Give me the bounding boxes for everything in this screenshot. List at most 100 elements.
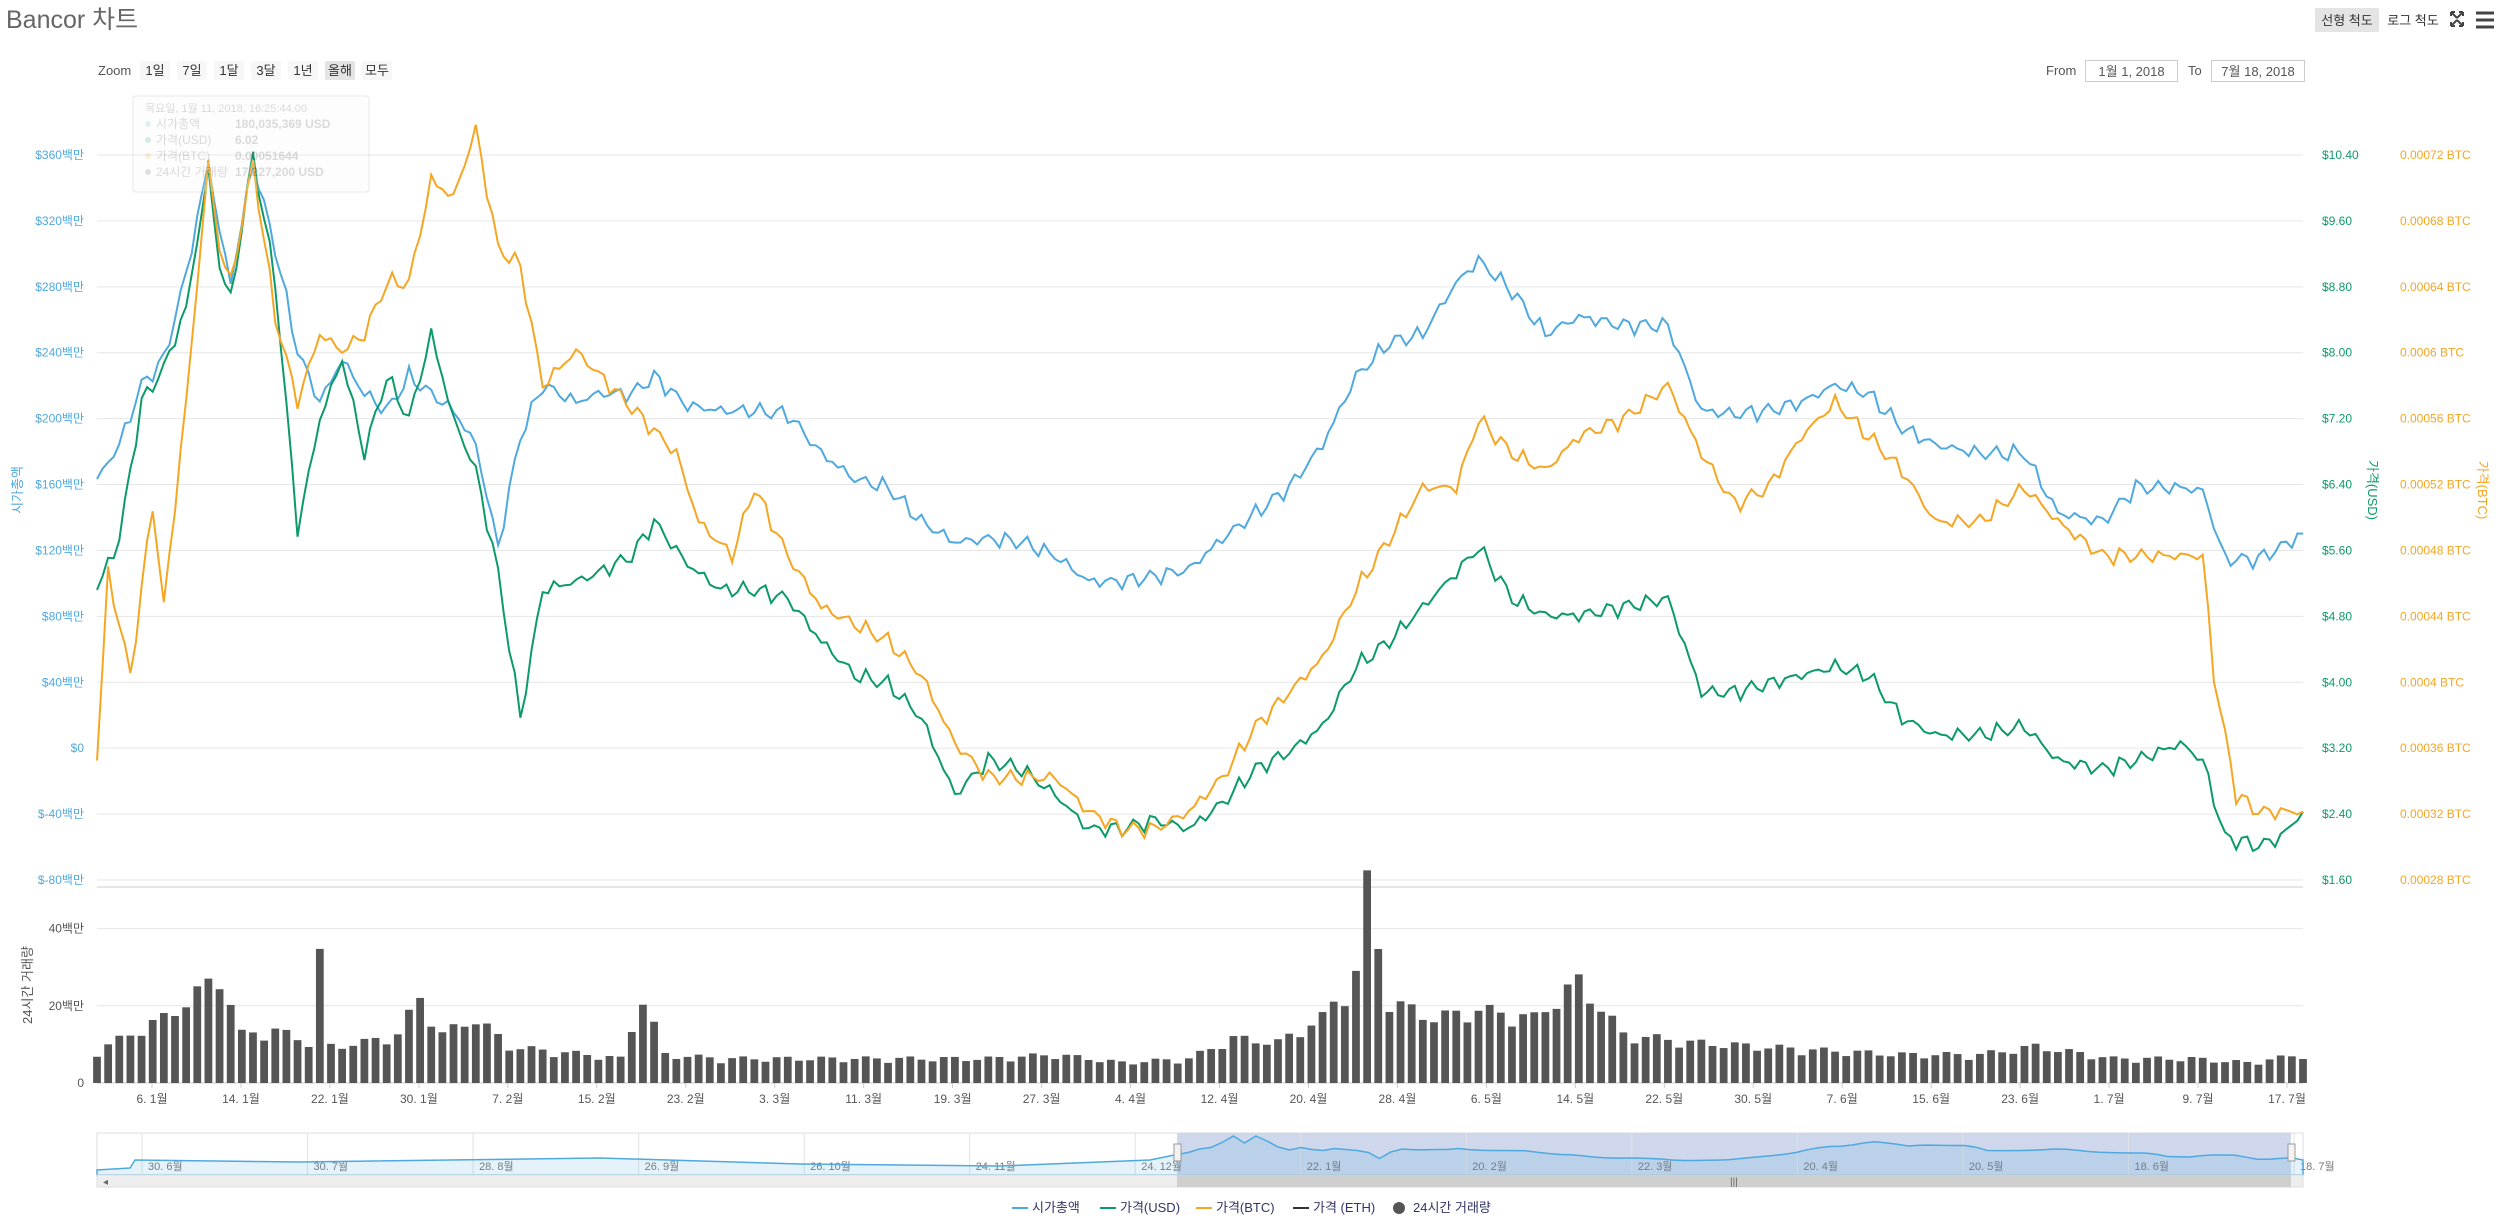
log-scale-button[interactable]: 로그 척도 <box>2387 13 2438 28</box>
navigator-tick: 18. 6월 <box>2134 1160 2169 1173</box>
volume-bar <box>1051 1059 1060 1083</box>
volume-bar <box>1084 1060 1093 1083</box>
zoom-button-1[interactable]: 7일 <box>182 63 201 78</box>
zoom-button-2[interactable]: 1달 <box>219 63 238 78</box>
volume-bar <box>204 978 213 1083</box>
navigator-tick: 24. 12월 <box>1141 1160 1182 1173</box>
navigator-handle-right[interactable] <box>2287 1143 2296 1162</box>
volume-bar <box>884 1062 892 1083</box>
legend-item-1[interactable]: 가격(USD) <box>1120 1200 1180 1215</box>
navigator-tick: 22. 3월 <box>1638 1160 1673 1173</box>
volume-bar <box>1318 1012 1327 1083</box>
volume-bar <box>1229 1036 1238 1083</box>
volume-bar <box>1552 1008 1561 1083</box>
from-date-input[interactable]: 1월 1, 2018 <box>2085 60 2178 82</box>
legend-item-3[interactable]: 가격 (ETH) <box>1313 1200 1375 1215</box>
x-tick-label: 27. 3월 <box>1023 1092 1061 1106</box>
menu-icon[interactable] <box>2476 11 2494 29</box>
navigator-scrollbar-thumb[interactable] <box>1177 1175 2291 1187</box>
volume-bar <box>1062 1054 1071 1083</box>
volume-bar <box>382 1044 391 1083</box>
usd-tick: $7.20 <box>2322 412 2352 426</box>
market-cap-tick: $-80백만 <box>38 873 84 887</box>
volume-bar <box>1541 1012 1550 1083</box>
volume-bar <box>1240 1035 1249 1083</box>
volume-bar <box>1608 1015 1617 1083</box>
volume-bar <box>2299 1058 2307 1083</box>
volume-bar <box>728 1058 736 1083</box>
volume-bar <box>694 1054 703 1083</box>
volume-bar <box>483 1023 491 1083</box>
x-tick-label: 23. 2월 <box>667 1092 705 1106</box>
volume-bar <box>1218 1049 1227 1083</box>
fullscreen-icon[interactable] <box>2450 11 2464 27</box>
usd-tick: $10.40 <box>2322 148 2359 162</box>
zoom-button-5[interactable]: 올해 <box>328 63 352 78</box>
zoom-button-3[interactable]: 3달 <box>256 63 275 78</box>
volume-bar <box>527 1046 536 1083</box>
x-tick-label: 14. 5월 <box>1556 1092 1594 1106</box>
x-tick-label: 15. 6월 <box>1912 1092 1950 1106</box>
tooltip-row-label: 시가총액 <box>156 117 200 131</box>
volume-bar <box>494 1034 502 1083</box>
volume-bar <box>895 1057 904 1083</box>
volume-bar <box>2087 1059 2096 1083</box>
navigator-tick: 20. 2월 <box>1472 1160 1507 1173</box>
x-tick-label: 20. 4월 <box>1290 1092 1328 1106</box>
volume-bar <box>1118 1061 1126 1083</box>
volume-bar <box>1352 970 1360 1083</box>
navigator-tick: 26. 9월 <box>645 1160 680 1173</box>
volume-bar <box>1730 1042 1739 1083</box>
volume-bar <box>2287 1056 2296 1083</box>
zoom-button-6[interactable]: 모두 <box>365 63 389 78</box>
legend-item-2[interactable]: 가격(BTC) <box>1216 1200 1275 1215</box>
volume-bar <box>839 1062 848 1083</box>
btc-tick: 0.00064 BTC <box>2400 280 2471 294</box>
volume-bar <box>984 1056 993 1083</box>
volume-bar <box>182 1007 191 1083</box>
legend-item-4[interactable]: 24시간 거래량 <box>1413 1200 1491 1215</box>
volume-bar <box>193 986 202 1083</box>
tooltip-row-label: 가격(USD) <box>156 133 211 147</box>
tooltip-row-value: 180,035,369 USD <box>235 117 331 131</box>
volume-bar <box>1831 1051 1839 1083</box>
volume-bar <box>1998 1052 2007 1083</box>
volume-bar <box>1296 1037 1305 1083</box>
volume-bar <box>939 1057 948 1083</box>
volume-bar <box>906 1056 915 1083</box>
navigator-handle-left[interactable] <box>1173 1143 1182 1162</box>
volume-bar <box>1307 1025 1316 1083</box>
x-tick-label: 19. 3월 <box>934 1092 972 1106</box>
volume-bar <box>605 1055 614 1083</box>
volume-bar <box>2076 1052 2085 1083</box>
navigator-tick: 30. 7월 <box>314 1160 349 1173</box>
volume-bar <box>783 1056 792 1083</box>
volume-bar <box>1686 1040 1695 1083</box>
volume-bar <box>1463 1022 1472 1083</box>
volume-bar <box>271 1028 280 1083</box>
volume-bar <box>1140 1062 1149 1083</box>
scroll-left-icon[interactable]: ◂ <box>103 1177 108 1188</box>
volume-bar <box>594 1059 603 1083</box>
volume-bar <box>2154 1056 2163 1083</box>
volume-bars <box>93 870 2307 1083</box>
market-cap-tick: $320백만 <box>35 214 84 228</box>
zoom-button-4[interactable]: 1년 <box>293 63 312 78</box>
to-date-input[interactable]: 7월 18, 2018 <box>2211 60 2305 82</box>
volume-bar <box>438 1032 447 1083</box>
navigator[interactable]: 30. 6월30. 7월28. 8월26. 9월26. 10월24. 11월24… <box>96 1132 2335 1188</box>
volume-bar <box>2031 1043 2040 1083</box>
volume-bar <box>995 1056 1004 1083</box>
navigator-selection[interactable] <box>1177 1133 2291 1175</box>
zoom-button-0[interactable]: 1일 <box>145 63 164 78</box>
volume-bar <box>126 1035 135 1083</box>
legend-item-0[interactable]: 시가총액 <box>1032 1200 1080 1215</box>
zoom-buttons: 1일 7일 1달 3달 1년 올해 모두 <box>140 61 392 80</box>
linear-scale-button[interactable]: 선형 척도 <box>2321 13 2372 28</box>
x-tick-label: 23. 6월 <box>2001 1092 2039 1106</box>
x-tick-label: 7. 6월 <box>1827 1092 1858 1106</box>
volume-bar <box>1028 1053 1037 1083</box>
volume-bar <box>1530 1012 1539 1083</box>
volume-bar <box>717 1063 725 1083</box>
